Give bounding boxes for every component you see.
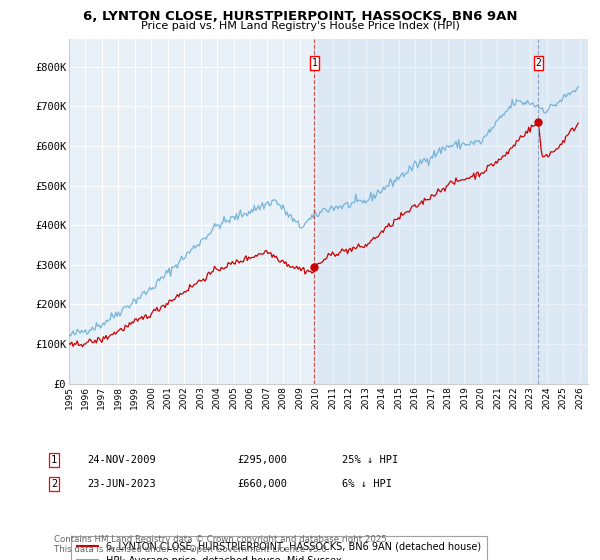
Text: 2: 2 <box>51 479 57 489</box>
Text: 25% ↓ HPI: 25% ↓ HPI <box>342 455 398 465</box>
Text: 24-NOV-2009: 24-NOV-2009 <box>87 455 156 465</box>
Text: 1: 1 <box>311 58 317 68</box>
Text: Price paid vs. HM Land Registry's House Price Index (HPI): Price paid vs. HM Land Registry's House … <box>140 21 460 31</box>
Text: £660,000: £660,000 <box>237 479 287 489</box>
Text: 6% ↓ HPI: 6% ↓ HPI <box>342 479 392 489</box>
Text: Contains HM Land Registry data © Crown copyright and database right 2025.
This d: Contains HM Land Registry data © Crown c… <box>54 535 389 554</box>
Bar <box>314 39 588 384</box>
Legend: 6, LYNTON CLOSE, HURSTPIERPOINT, HASSOCKS, BN6 9AN (detached house), HPI: Averag: 6, LYNTON CLOSE, HURSTPIERPOINT, HASSOCK… <box>71 535 487 560</box>
Text: £295,000: £295,000 <box>237 455 287 465</box>
Text: 23-JUN-2023: 23-JUN-2023 <box>87 479 156 489</box>
Text: 6, LYNTON CLOSE, HURSTPIERPOINT, HASSOCKS, BN6 9AN: 6, LYNTON CLOSE, HURSTPIERPOINT, HASSOCK… <box>83 10 517 23</box>
Text: 2: 2 <box>535 58 541 68</box>
Text: 1: 1 <box>51 455 57 465</box>
